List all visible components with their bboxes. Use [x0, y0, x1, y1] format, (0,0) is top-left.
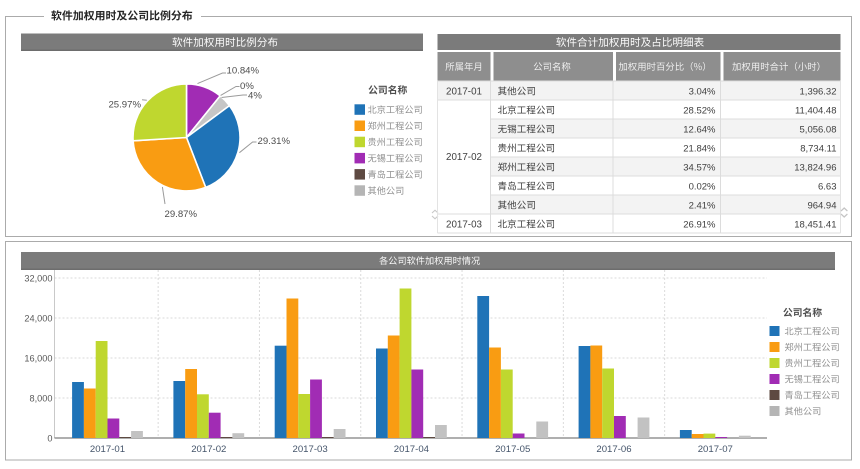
svg-text:25.97%: 25.97% [108, 99, 141, 110]
svg-text:11,404.48: 11,404.48 [795, 106, 837, 117]
svg-text:8,734.11: 8,734.11 [800, 144, 836, 155]
svg-text:29.87%: 29.87% [165, 209, 198, 220]
svg-text:16,000: 16,000 [24, 354, 52, 364]
svg-text:0: 0 [47, 434, 52, 444]
svg-text:2017-01: 2017-01 [446, 87, 482, 98]
svg-text:3.04%: 3.04% [689, 87, 716, 98]
svg-text:2017-05: 2017-05 [495, 444, 530, 455]
svg-text:29.31%: 29.31% [258, 136, 291, 147]
svg-text:0.02%: 0.02% [689, 182, 716, 193]
svg-text:32,000: 32,000 [24, 274, 52, 284]
svg-text:1,396.32: 1,396.32 [800, 87, 837, 98]
svg-text:2.41%: 2.41% [689, 201, 716, 212]
svg-text:2017-03: 2017-03 [292, 444, 327, 455]
svg-text:2017-02: 2017-02 [191, 444, 226, 455]
svg-text:0%: 0% [240, 81, 254, 92]
svg-text:26.91%: 26.91% [683, 220, 716, 231]
svg-text:13,824.96: 13,824.96 [794, 163, 836, 174]
svg-text:2017-03: 2017-03 [446, 220, 483, 231]
svg-text:964.94: 964.94 [807, 201, 836, 212]
svg-text:2017-02: 2017-02 [446, 152, 482, 163]
svg-text:28.52%: 28.52% [683, 106, 716, 117]
svg-text:2017-04: 2017-04 [394, 444, 430, 455]
svg-text:18,451.41: 18,451.41 [794, 220, 836, 231]
svg-text:6.63: 6.63 [818, 182, 837, 193]
svg-text:4%: 4% [248, 91, 262, 102]
svg-text:2017-06: 2017-06 [596, 444, 631, 455]
svg-text:21.84%: 21.84% [683, 144, 716, 155]
svg-text:2017-01: 2017-01 [90, 444, 125, 455]
svg-text:8,000: 8,000 [30, 394, 53, 404]
svg-text:34.57%: 34.57% [683, 163, 716, 174]
svg-text:5,056.08: 5,056.08 [800, 125, 837, 136]
svg-text:10.84%: 10.84% [227, 66, 260, 77]
svg-text:12.64%: 12.64% [683, 125, 716, 136]
svg-text:24,000: 24,000 [24, 314, 52, 324]
svg-text:2017-07: 2017-07 [698, 444, 733, 455]
